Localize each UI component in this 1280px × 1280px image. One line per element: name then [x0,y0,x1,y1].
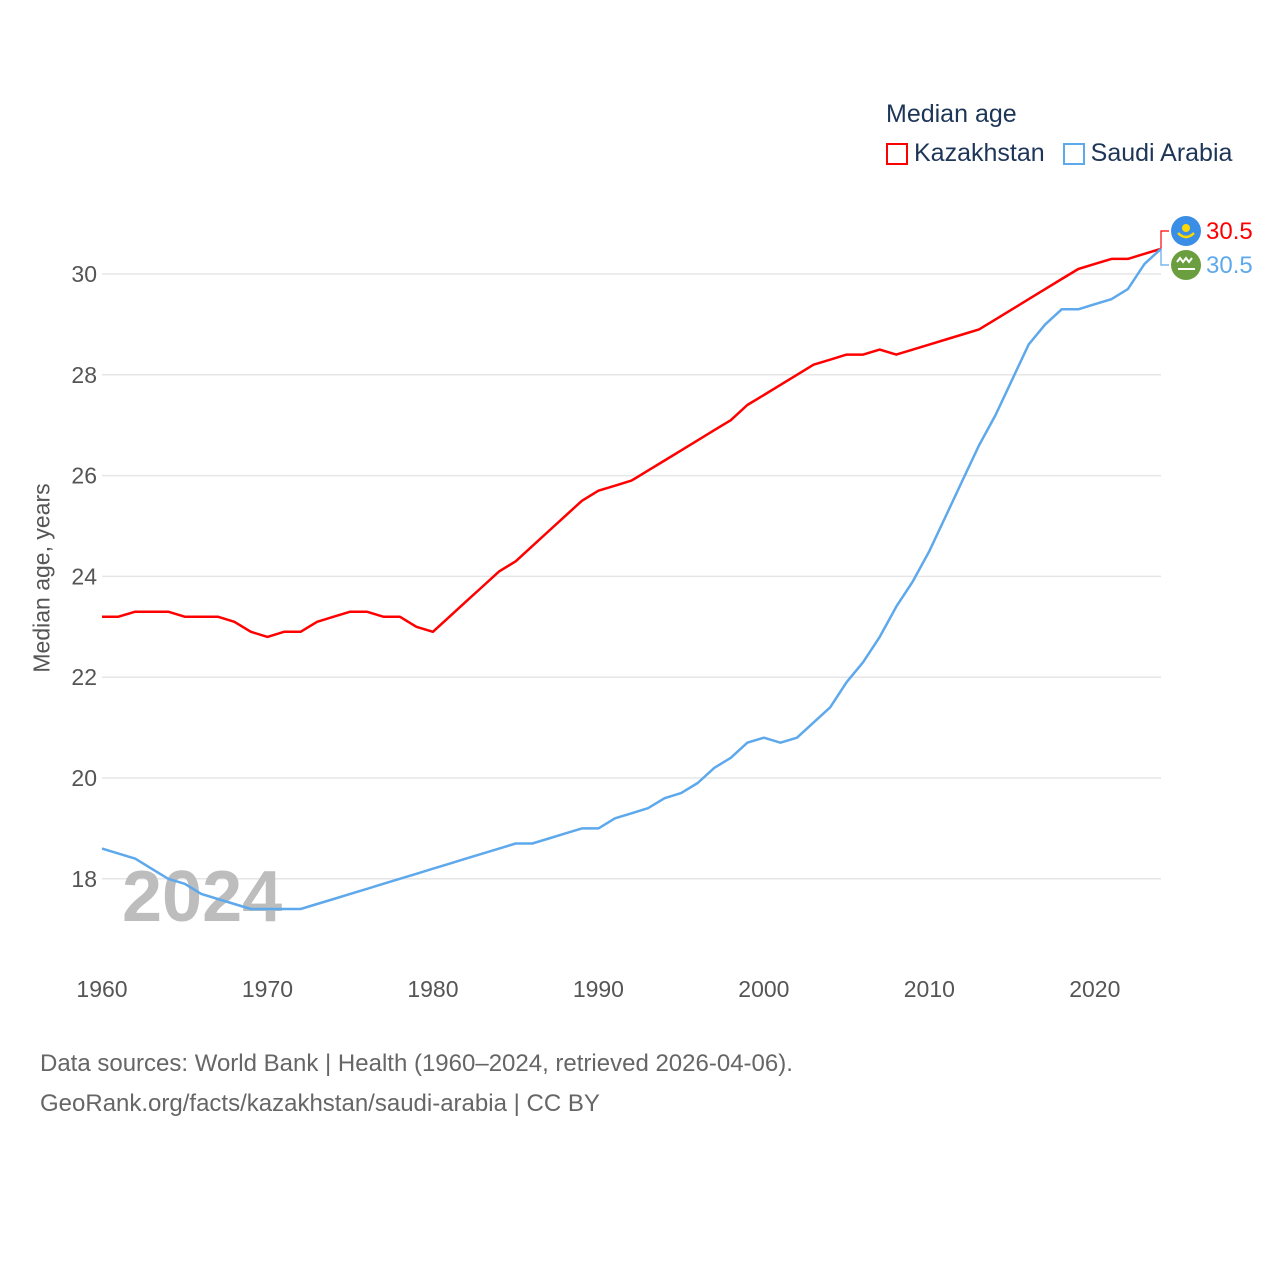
y-tick-label: 26 [71,463,97,489]
legend-label: Kazakhstan [914,139,1045,167]
flag-script-icon [1176,256,1195,270]
legend-title: Median age [886,100,1017,128]
data-source-text: Data sources: World Bank | Health (1960–… [40,1050,793,1077]
legend-item-kazakhstan[interactable]: Kazakhstan [886,139,1045,168]
y-tick-label: 28 [71,362,97,388]
flag-sun-icon [1182,224,1190,232]
y-tick-label: 22 [71,664,97,690]
footer: Data sources: World Bank | Health (1960–… [40,1044,793,1124]
y-tick-label: 20 [71,765,97,791]
x-tick-label: 2000 [738,976,789,1002]
flag-eagle-icon [1177,232,1195,239]
legend-swatch-saudi-arabia [1062,142,1085,165]
year-watermark: 2024 [122,857,282,937]
end-value-label: 30.5 [1206,252,1253,279]
end-value-label: 30.5 [1206,218,1253,245]
series-line-kazakhstan [102,247,1162,639]
saudi-arabia-flag-icon [1171,250,1201,280]
legend: Median age Kazakhstan Saudi Arabia [886,100,1232,168]
attribution-link[interactable]: GeoRank.org/facts/kazakhstan/saudi-arabi… [40,1090,600,1117]
x-tick-label: 1970 [242,976,293,1002]
legend-label: Saudi Arabia [1090,139,1233,167]
x-tick-label: 1990 [573,976,624,1002]
x-tick-label: 2010 [904,976,955,1002]
series-line-saudi-arabia [101,247,1162,911]
y-tick-label: 24 [71,563,97,589]
end-label-connector [1160,248,1169,266]
x-tick-label: 1960 [76,976,127,1002]
y-tick-label: 30 [71,261,97,287]
legend-swatch-kazakhstan [886,142,908,165]
y-tick-label: 18 [71,866,97,892]
x-tick-label: 1980 [407,976,458,1002]
legend-item-saudi-arabia[interactable]: Saudi Arabia [1062,139,1233,168]
y-axis-label: Median age, years [28,483,55,673]
x-tick-label: 2020 [1069,976,1120,1002]
end-label-connector [1160,230,1169,249]
